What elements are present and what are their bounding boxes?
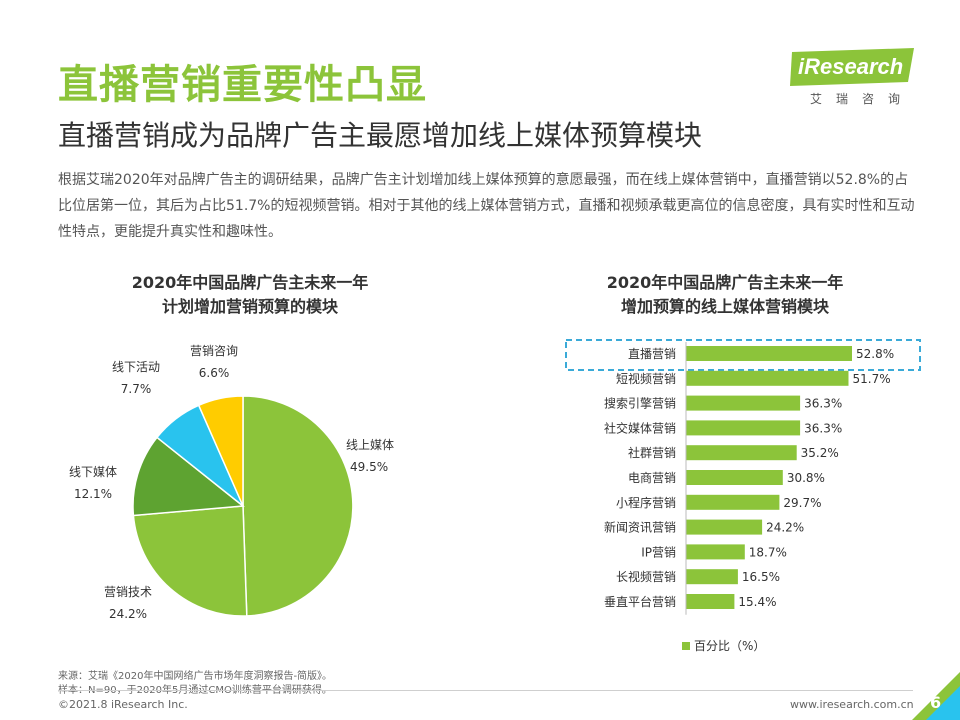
bar-5 (686, 470, 783, 485)
iresearch-logo: iResearch 艾瑞咨询 (788, 46, 918, 106)
page-title: 直播营销重要性凸显 (58, 62, 427, 108)
page-subtitle: 直播营销成为品牌广告主最愿增加线上媒体预算模块 (58, 119, 703, 152)
bar-category-label-8: IP营销 (641, 545, 676, 559)
website-link[interactable]: www.iresearch.com.cn (790, 698, 914, 711)
pie-value-label-2: 12.1% (74, 487, 112, 501)
pie-label-3: 线下活动 (112, 360, 160, 374)
bar-value-label-4: 35.2% (801, 446, 839, 460)
bar-chart: 直播营销 52.8% 短视频营销 51.7% 搜索引擎营销 36.3% 社交媒体营销 36.3… (565, 339, 921, 653)
sample-note: 样本：N=90，于2020年5月通过CMO训练营平台调研获得。 (58, 681, 332, 696)
bar-9 (686, 569, 738, 585)
bar-3 (686, 420, 801, 436)
intro-paragraph: 根据艾瑞2020年对品牌广告主的调研结果，品牌广告主计划增加线上媒体预算的意愿最… (58, 172, 915, 240)
corner-decoration-icon (912, 672, 960, 720)
bar-value-label-2: 36.3% (804, 397, 842, 411)
logo-shape-icon (790, 48, 914, 86)
bar-value-label-9: 16.5% (742, 570, 780, 584)
bar-category-label-3: 社交媒体营销 (604, 420, 676, 435)
bar-category-label-1: 短视频营销 (616, 371, 676, 386)
footer-divider (58, 690, 913, 691)
bar-chart-title: 2020年中国品牌广告主未来一年 增加预算的线上媒体营销模块 (560, 271, 890, 319)
pie-slice-2 (132, 436, 245, 517)
bar-category-label-4: 社群营销 (628, 445, 676, 460)
bar-0 (686, 346, 852, 361)
logo-text: iResearch (798, 54, 904, 79)
pie-label-2: 线下媒体 (69, 465, 117, 479)
bar-10 (686, 594, 735, 609)
pie-value-label-0: 49.5% (350, 460, 388, 474)
bar-category-label-2: 搜索引擎营销 (604, 396, 676, 411)
pie-value-label-4: 6.6% (199, 366, 230, 380)
pie-label-1: 营销技术 (104, 585, 152, 599)
bar-category-label-10: 垂直平台营销 (604, 594, 676, 609)
source-note: 来源：艾瑞《2020年中国网络广告市场年度洞察报告-简版》。 (58, 671, 333, 682)
bar-value-label-3: 36.3% (804, 421, 842, 435)
bar-category-label-7: 新闻资讯营销 (604, 520, 676, 535)
bar-value-label-7: 24.2% (766, 521, 804, 535)
bar-1 (686, 370, 849, 386)
bar-value-label-1: 51.7% (853, 372, 891, 386)
bar-2 (686, 395, 801, 411)
bar-category-label-0: 直播营销 (628, 347, 676, 361)
pie-slice-4 (197, 395, 244, 507)
bar-value-label-0: 52.8% (856, 347, 894, 361)
pie-chart: 线上媒体 49.5% 营销技术 24.2% 线下媒体 12.1% 线下活动 7.7% 营销咨询 6… (69, 343, 394, 621)
pie-value-label-1: 24.2% (109, 607, 147, 621)
bar-value-label-5: 30.8% (787, 471, 825, 485)
bar-value-label-6: 29.7% (783, 496, 821, 510)
bar-6 (686, 494, 780, 510)
pie-slice-0 (242, 395, 354, 617)
bar-category-label-5: 电商营销 (628, 470, 676, 485)
page-number: 6 (930, 693, 942, 712)
bar-8 (686, 544, 745, 560)
logo-subtitle: 艾瑞咨询 (810, 92, 915, 106)
pie-value-label-3: 7.7% (121, 382, 152, 396)
pie-label-0: 线上媒体 (346, 438, 394, 452)
copyright: ©2021.8 iResearch Inc. (58, 698, 188, 711)
highlight-box (565, 339, 921, 371)
bar-title-line1: 2020年中国品牌广告主未来一年 (606, 273, 844, 292)
pie-slice-1 (132, 505, 248, 617)
bar-value-label-10: 15.4% (738, 595, 776, 609)
legend-swatch (682, 642, 690, 650)
bar-category-label-6: 小程序营销 (616, 495, 676, 510)
pie-title-line2: 计划增加营销预算的模块 (161, 297, 338, 316)
bar-category-label-9: 长视频营销 (616, 569, 676, 584)
legend-label: 百分比（%） (694, 639, 765, 653)
pie-chart-title: 2020年中国品牌广告主未来一年 计划增加营销预算的模块 (80, 271, 420, 319)
bar-7 (686, 519, 763, 535)
pie-title-line1: 2020年中国品牌广告主未来一年 (131, 273, 369, 292)
pie-label-4: 营销咨询 (190, 343, 238, 358)
bar-4 (686, 445, 797, 461)
bar-value-label-8: 18.7% (749, 545, 787, 559)
bar-title-line2: 增加预算的线上媒体营销模块 (620, 297, 829, 316)
